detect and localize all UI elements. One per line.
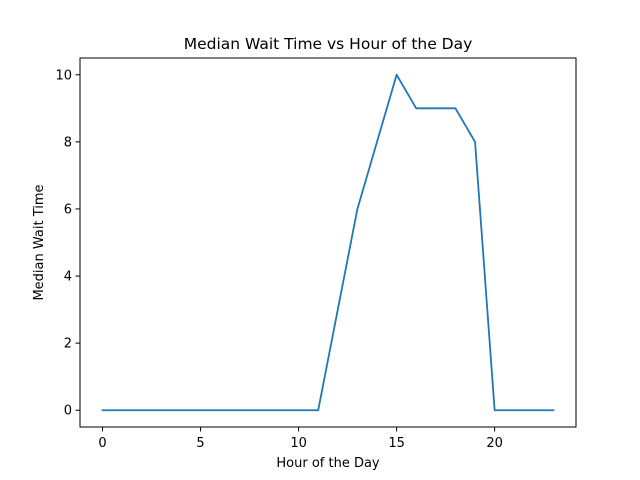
y-tick-label: 6	[64, 202, 72, 217]
x-tick-label: 5	[196, 436, 204, 451]
y-tick-label: 10	[55, 68, 72, 83]
x-tick-label: 15	[388, 436, 405, 451]
x-axis-label: Hour of the Day	[276, 456, 380, 471]
series-layer	[101, 73, 555, 412]
y-tick-label: 8	[64, 135, 72, 150]
plot-area-frame	[79, 57, 577, 428]
y-axis-label: Median Wait Time	[32, 184, 47, 300]
x-tick-label: 10	[290, 436, 307, 451]
x-tick-label: 0	[98, 436, 106, 451]
x-tick-label: 20	[486, 436, 503, 451]
series-line	[101, 73, 555, 412]
y-tick-label: 2	[64, 337, 72, 352]
y-tick-label: 4	[64, 270, 72, 285]
x-axis: 0 5 10 15 20	[98, 427, 503, 451]
chart-title: Median Wait Time vs Hour of the Day	[184, 35, 473, 53]
y-axis: 0 2 4 6 8 10	[55, 68, 80, 419]
y-tick-label: 0	[64, 404, 72, 419]
